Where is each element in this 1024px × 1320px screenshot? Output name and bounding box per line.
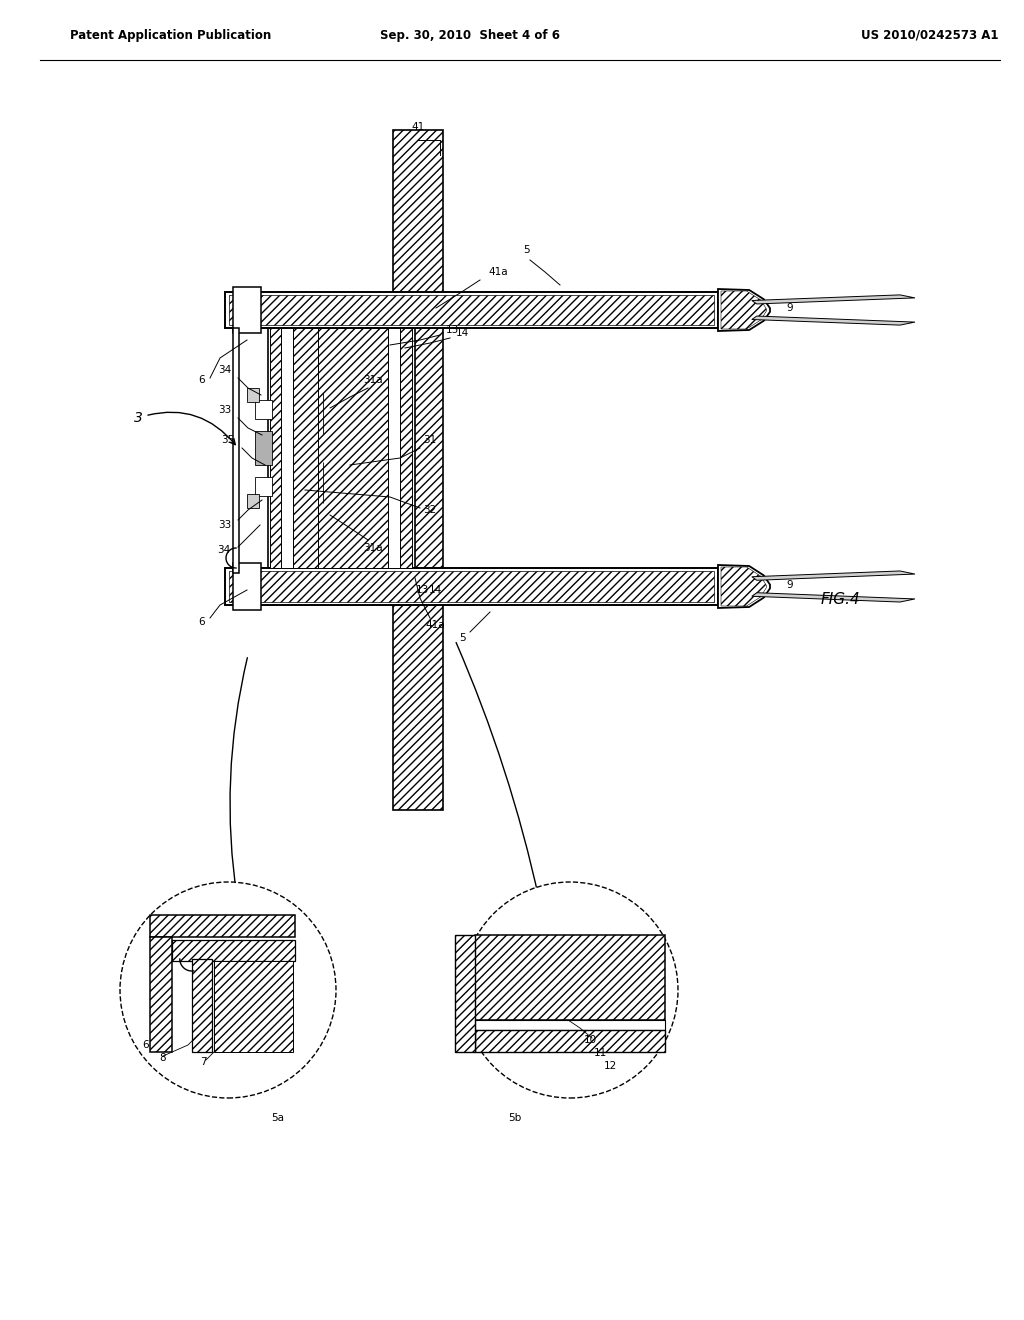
Bar <box>270 327 281 568</box>
Text: 7: 7 <box>200 1057 206 1067</box>
Text: 33: 33 <box>218 520 231 531</box>
Bar <box>233 564 261 610</box>
Bar <box>225 568 718 605</box>
Bar <box>150 915 295 937</box>
Bar <box>247 388 259 403</box>
Bar <box>229 294 714 325</box>
Bar <box>233 286 261 333</box>
Bar <box>225 292 718 327</box>
Text: 5b: 5b <box>508 1113 521 1123</box>
Circle shape <box>462 882 678 1098</box>
Text: Sep. 30, 2010  Sheet 4 of 6: Sep. 30, 2010 Sheet 4 of 6 <box>380 29 560 41</box>
Text: FIG.4: FIG.4 <box>820 593 860 607</box>
Bar <box>400 327 412 568</box>
Text: 5a: 5a <box>271 1113 285 1123</box>
Bar <box>255 400 272 420</box>
Text: 41: 41 <box>412 121 425 132</box>
Text: 6: 6 <box>199 616 206 627</box>
Text: Patent Application Publication: Patent Application Publication <box>70 29 271 41</box>
Text: 14: 14 <box>428 585 441 595</box>
Bar <box>233 327 239 573</box>
Bar <box>172 940 295 961</box>
Bar <box>191 960 212 1052</box>
Text: 34: 34 <box>217 545 230 554</box>
Text: 6: 6 <box>142 1040 150 1049</box>
Text: 32: 32 <box>423 506 436 515</box>
Text: 10: 10 <box>584 1035 597 1045</box>
Text: 12: 12 <box>603 1061 616 1071</box>
Polygon shape <box>752 294 915 304</box>
Bar <box>281 327 293 568</box>
Polygon shape <box>752 315 915 325</box>
Bar <box>150 937 172 1052</box>
Text: 13: 13 <box>445 325 459 335</box>
Bar <box>293 327 318 568</box>
Bar <box>247 494 259 508</box>
Bar <box>318 327 388 568</box>
Text: 6: 6 <box>199 375 206 385</box>
Text: 8: 8 <box>160 1053 166 1063</box>
Bar <box>475 1030 665 1052</box>
Bar <box>255 432 272 465</box>
Polygon shape <box>752 593 915 602</box>
Bar <box>268 327 415 568</box>
Text: 33: 33 <box>218 405 231 414</box>
Text: 31a: 31a <box>364 543 383 553</box>
Bar <box>388 327 400 568</box>
Text: 11: 11 <box>593 1048 606 1059</box>
Text: 9: 9 <box>786 579 794 590</box>
Circle shape <box>120 882 336 1098</box>
Text: 31: 31 <box>423 436 436 445</box>
Polygon shape <box>752 572 915 581</box>
Polygon shape <box>721 568 766 606</box>
Text: 31a: 31a <box>364 375 383 385</box>
Text: 34: 34 <box>218 366 231 375</box>
Text: 5: 5 <box>523 246 530 255</box>
Bar <box>393 129 443 810</box>
Bar <box>214 961 293 1052</box>
Bar <box>455 935 475 1052</box>
Text: 41a: 41a <box>425 620 444 630</box>
Text: 14: 14 <box>456 327 469 338</box>
Polygon shape <box>718 289 770 331</box>
Text: 13: 13 <box>416 585 429 595</box>
Text: 9: 9 <box>786 304 794 313</box>
Text: 3: 3 <box>133 411 236 445</box>
Polygon shape <box>721 290 766 329</box>
Bar <box>229 572 714 602</box>
Text: 35: 35 <box>221 436 234 445</box>
Bar <box>255 477 272 496</box>
Text: US 2010/0242573 A1: US 2010/0242573 A1 <box>861 29 998 41</box>
Text: 41a: 41a <box>488 267 508 277</box>
Text: 5: 5 <box>460 634 466 643</box>
Polygon shape <box>718 565 770 609</box>
Bar <box>475 935 665 1020</box>
Bar <box>475 1020 665 1030</box>
